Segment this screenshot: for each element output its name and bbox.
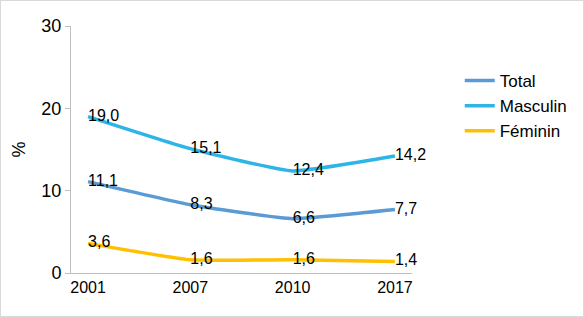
svg-text:2017: 2017 xyxy=(377,279,413,296)
svg-text:1,6: 1,6 xyxy=(293,250,315,267)
svg-text:11,1: 11,1 xyxy=(88,172,118,189)
svg-text:7,7: 7,7 xyxy=(395,200,417,217)
svg-text:%: % xyxy=(9,141,29,157)
svg-text:Féminin: Féminin xyxy=(500,122,560,141)
svg-text:3,6: 3,6 xyxy=(88,233,110,250)
svg-text:Total: Total xyxy=(500,72,536,91)
svg-text:6,6: 6,6 xyxy=(293,209,315,226)
svg-text:Masculin: Masculin xyxy=(500,97,567,116)
svg-text:15,1: 15,1 xyxy=(190,139,221,156)
svg-text:30: 30 xyxy=(41,16,61,36)
svg-text:10: 10 xyxy=(41,181,61,201)
svg-text:1,4: 1,4 xyxy=(395,251,417,268)
svg-text:2007: 2007 xyxy=(173,279,209,296)
svg-text:8,3: 8,3 xyxy=(190,195,212,212)
svg-text:2001: 2001 xyxy=(70,279,106,296)
svg-text:0: 0 xyxy=(51,263,61,283)
svg-text:19,0: 19,0 xyxy=(88,107,119,124)
svg-text:20: 20 xyxy=(41,99,61,119)
svg-text:1,6: 1,6 xyxy=(190,250,212,267)
svg-text:14,2: 14,2 xyxy=(395,146,426,163)
svg-text:12,4: 12,4 xyxy=(293,161,324,178)
svg-text:2010: 2010 xyxy=(275,279,311,296)
